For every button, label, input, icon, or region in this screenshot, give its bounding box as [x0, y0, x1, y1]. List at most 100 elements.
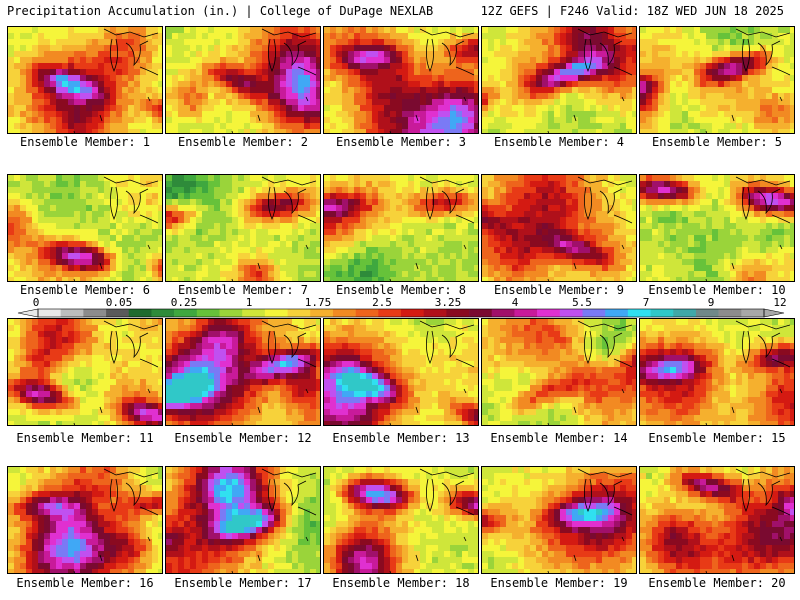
- colorbar-swatch: [219, 309, 243, 317]
- colorbar-swatch: [401, 309, 424, 317]
- colorbar-swatch: [60, 309, 84, 317]
- colorbar-tick-label: 12: [773, 296, 786, 309]
- member-label: Ensemble Member: 13: [332, 431, 470, 445]
- ensemble-member-map: [639, 466, 795, 574]
- colorbar-swatch: [287, 309, 311, 317]
- colorbar-swatch: [128, 309, 152, 317]
- ensemble-member-map: [165, 26, 321, 134]
- colorbar-swatch: [332, 309, 356, 317]
- member-label: Ensemble Member: 6: [19, 283, 151, 297]
- precip-field: [166, 27, 320, 133]
- member-label: Ensemble Member: 8: [335, 283, 467, 297]
- ensemble-member-map: [7, 318, 163, 426]
- colorbar-tick-label: 0.05: [106, 296, 133, 309]
- precip-field: [8, 319, 162, 425]
- map-title: Precipitation Accumulation (in.) | Colle…: [7, 4, 434, 18]
- member-label: Ensemble Member: 16: [16, 576, 154, 590]
- ensemble-member-map: [323, 466, 479, 574]
- colorbar-swatch: [627, 309, 651, 317]
- precip-field: [324, 27, 478, 133]
- ensemble-member-map: [323, 174, 479, 282]
- member-label: Ensemble Member: 3: [335, 135, 467, 149]
- precip-field: [640, 27, 794, 133]
- colorbar-tick-label: 5.5: [572, 296, 592, 309]
- colorbar-swatch: [38, 309, 61, 317]
- colorbar-swatch: [106, 309, 130, 317]
- member-label: Ensemble Member: 18: [332, 576, 470, 590]
- colorbar-swatch: [196, 309, 220, 317]
- precip-field: [324, 175, 478, 281]
- colorbar-swatch: [582, 309, 606, 317]
- colorbar-swatch: [310, 309, 334, 317]
- member-label: Ensemble Member: 17: [174, 576, 312, 590]
- colorbar-swatch: [514, 309, 538, 317]
- colorbar-swatch: [673, 309, 697, 317]
- ensemble-member-map: [165, 318, 321, 426]
- ensemble-member-map: [323, 318, 479, 426]
- precip-field: [640, 467, 794, 573]
- colorbar-swatch: [469, 309, 493, 317]
- member-label: Ensemble Member: 2: [177, 135, 309, 149]
- member-label: Ensemble Member: 11: [16, 431, 154, 445]
- colorbar-swatch: [718, 309, 742, 317]
- ensemble-member-map: [323, 26, 479, 134]
- colorbar-swatch: [264, 309, 288, 317]
- member-label: Ensemble Member: 14: [490, 431, 628, 445]
- member-label: Ensemble Member: 15: [648, 431, 786, 445]
- member-label: Ensemble Member: 5: [651, 135, 783, 149]
- precip-field: [8, 175, 162, 281]
- colorbar-left-arrow: [17, 308, 39, 318]
- colorbar-swatch: [695, 309, 719, 317]
- colorbar-tick-label: 9: [708, 296, 715, 309]
- precip-field: [8, 27, 162, 133]
- precip-field: [166, 467, 320, 573]
- ensemble-member-map: [7, 174, 163, 282]
- ensemble-member-map: [481, 26, 637, 134]
- precip-field: [482, 467, 636, 573]
- member-label: Ensemble Member: 4: [493, 135, 625, 149]
- precip-field: [640, 319, 794, 425]
- precip-colorbar: 0 0.05 0.25 1 1.75 2.5 3.25 4 5.5 7 9 12: [17, 296, 786, 318]
- ensemble-member-map: [481, 318, 637, 426]
- precip-field: [324, 319, 478, 425]
- colorbar-swatch: [242, 309, 266, 317]
- member-label: Ensemble Member: 20: [648, 576, 786, 590]
- colorbar-tick-label: 3.25: [435, 296, 462, 309]
- member-label: Ensemble Member: 12: [174, 431, 312, 445]
- colorbar-swatch: [446, 309, 470, 317]
- colorbar-swatch: [151, 309, 175, 317]
- member-label: Ensemble Member: 9: [493, 283, 625, 297]
- ensemble-member-map: [7, 466, 163, 574]
- precip-field: [482, 175, 636, 281]
- precip-field: [482, 319, 636, 425]
- member-label: Ensemble Member: 19: [490, 576, 628, 590]
- colorbar-tick-label: 7: [643, 296, 650, 309]
- colorbar-tick-label: 4: [512, 296, 519, 309]
- colorbar-swatch: [174, 309, 198, 317]
- precip-field: [8, 467, 162, 573]
- member-label: Ensemble Member: 7: [177, 283, 309, 297]
- colorbar-swatch: [378, 309, 402, 317]
- member-label: Ensemble Member: 1: [19, 135, 151, 149]
- colorbar-swatch: [83, 309, 107, 317]
- ensemble-member-map: [639, 174, 795, 282]
- colorbar-tick-label: 1.75: [305, 296, 332, 309]
- colorbar-swatch: [559, 309, 583, 317]
- colorbar-swatch: [650, 309, 674, 317]
- colorbar-swatch: [491, 309, 515, 317]
- colorbar-swatch: [355, 309, 379, 317]
- precip-field: [166, 175, 320, 281]
- member-label: Ensemble Member: 10: [648, 283, 786, 297]
- valid-time: 12Z GEFS | F246 Valid: 18Z WED JUN 18 20…: [480, 4, 784, 18]
- ensemble-member-map: [165, 466, 321, 574]
- precip-field: [324, 467, 478, 573]
- colorbar-right-arrow: [763, 308, 785, 318]
- colorbar-swatch: [605, 309, 629, 317]
- colorbar-tick-label: 1: [246, 296, 253, 309]
- ensemble-member-map: [639, 318, 795, 426]
- precip-field: [482, 27, 636, 133]
- colorbar-swatch: [537, 309, 561, 317]
- colorbar-swatch: [741, 309, 765, 317]
- ensemble-member-map: [639, 26, 795, 134]
- colorbar-tick-label: 0.25: [171, 296, 198, 309]
